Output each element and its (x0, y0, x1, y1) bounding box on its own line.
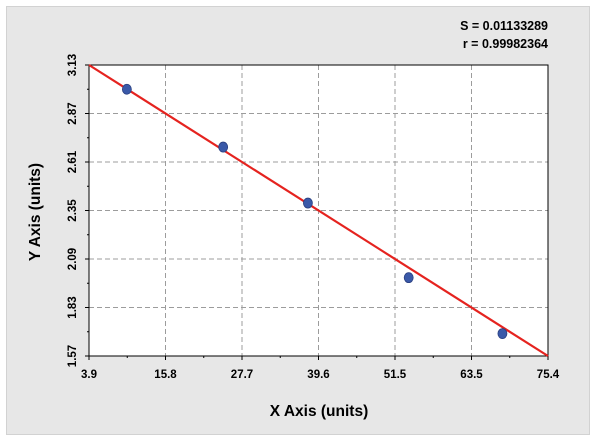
x-tick-label: 3.9 (81, 369, 97, 381)
y-tick-label: 1.83 (67, 296, 79, 318)
axes (85, 64, 549, 360)
plot-border (88, 64, 549, 357)
data-point (303, 197, 313, 209)
y-tick-label: 3.13 (67, 54, 79, 76)
data-point (218, 141, 229, 153)
x-tick-label: 15.8 (154, 369, 177, 381)
fit-line-group (88, 64, 549, 357)
s-annotation: S = 0.01133289 (460, 19, 548, 33)
y-tick-label: 2.09 (67, 248, 79, 270)
y-axis-label: Y Axis (units) (27, 163, 44, 261)
x-tick-label: 75.4 (537, 369, 560, 381)
x-tick-label: 51.5 (384, 369, 407, 381)
y-tick-label: 1.57 (67, 345, 79, 367)
r-annotation: r = 0.99982364 (463, 37, 548, 51)
data-points (121, 83, 508, 340)
x-tick-label: 63.5 (460, 369, 483, 381)
data-point (121, 83, 132, 95)
x-axis-label: X Axis (units) (270, 403, 368, 420)
y-tick-label: 2.61 (67, 150, 79, 173)
y-tick-label: 2.87 (67, 102, 79, 124)
data-point (497, 328, 508, 340)
tick-labels: 3.9 15.8 27.7 39.6 51.5 63.5 75.4 3.13 2.87 2.61 2… (67, 54, 560, 381)
data-point (403, 272, 414, 284)
fit-line (88, 64, 549, 357)
x-tick-label: 39.6 (307, 369, 329, 381)
x-tick-label: 27.7 (231, 369, 253, 381)
y-tick-label: 2.35 (67, 199, 79, 222)
